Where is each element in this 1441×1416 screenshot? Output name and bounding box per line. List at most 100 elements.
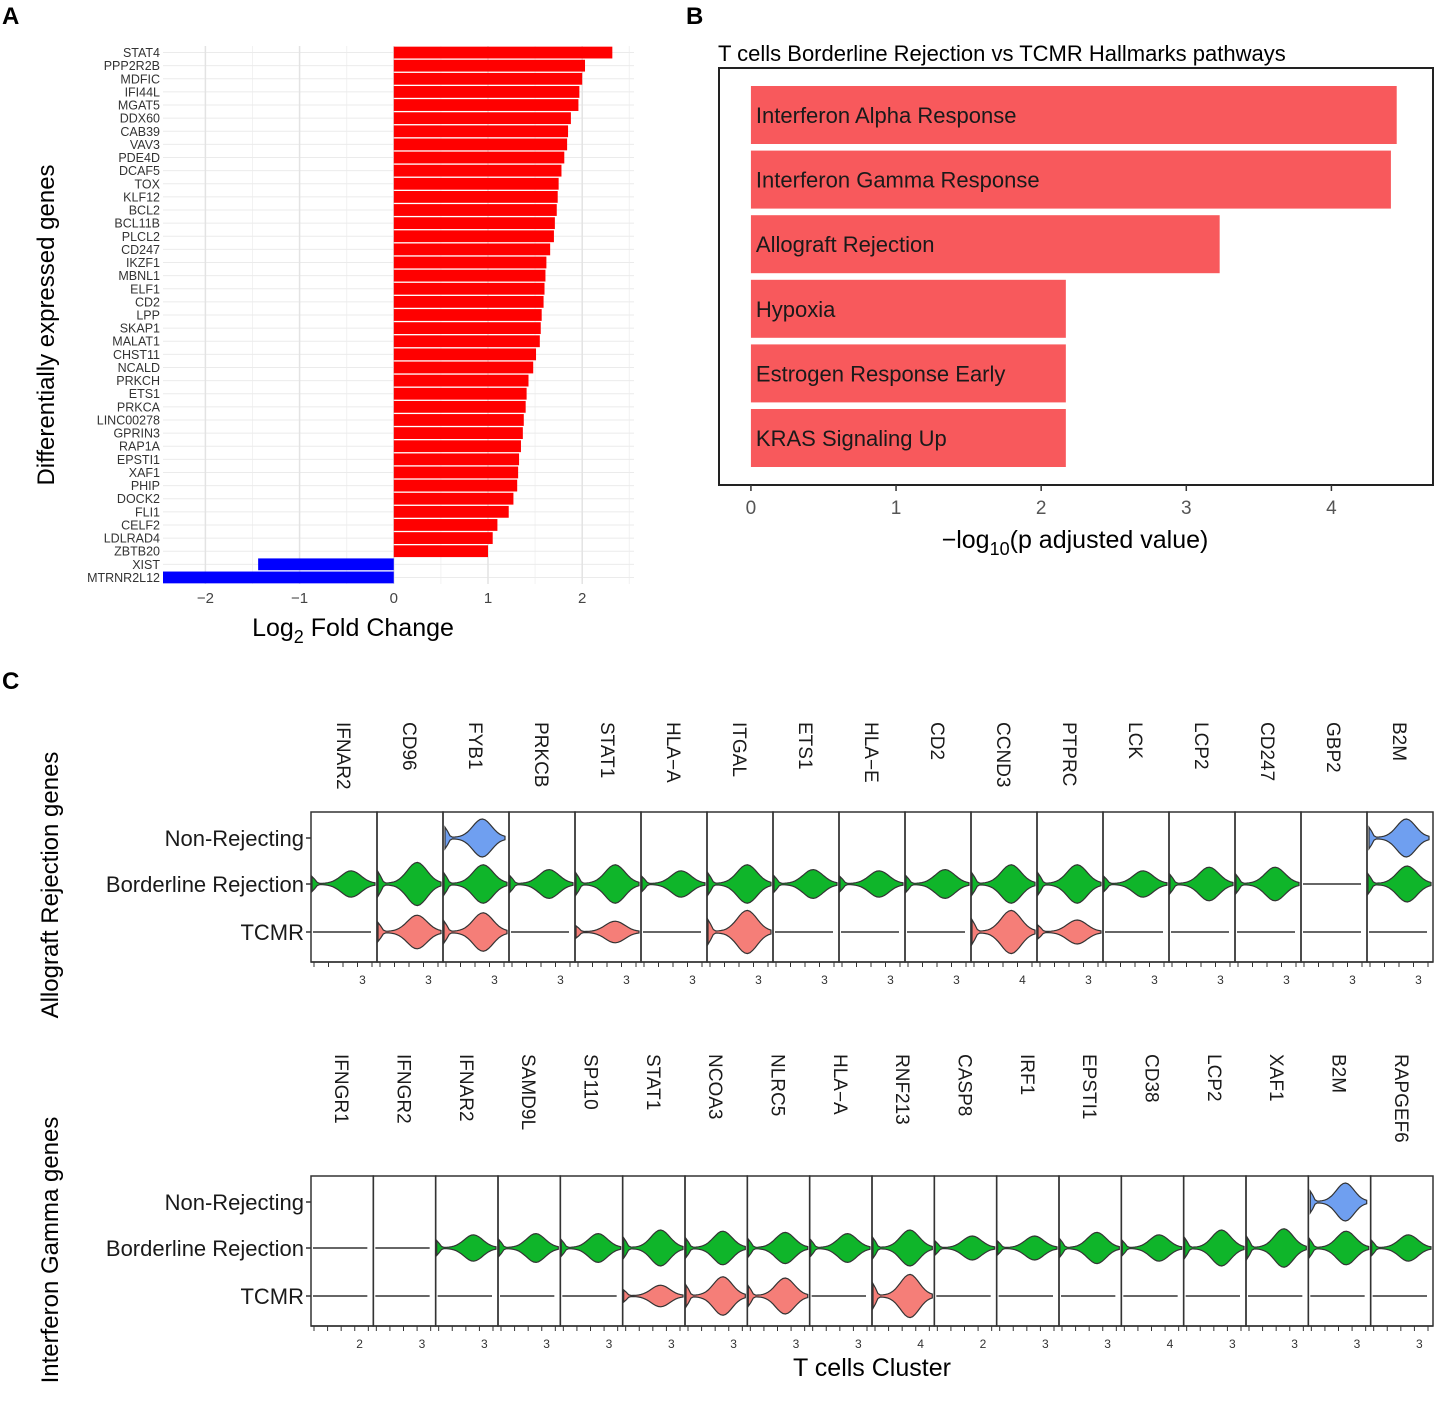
panel-a-bar bbox=[393, 282, 545, 295]
panel-c-gene-label: CASP8 bbox=[954, 1054, 975, 1116]
panel-a-bar bbox=[393, 164, 562, 177]
panel-a-bar bbox=[393, 59, 586, 72]
panel-a-gene-label: NCALD bbox=[118, 361, 160, 375]
panel-a-bar bbox=[393, 125, 569, 138]
panel-c-gene-label: EPSTI1 bbox=[1078, 1054, 1099, 1119]
panel-c-gene-label: PTPRC bbox=[1058, 722, 1079, 786]
panel-c-axis-max-label: 3 bbox=[623, 973, 630, 987]
panel-c-gene-label: HLA−A bbox=[829, 1054, 850, 1115]
panel-a-gene-label: CD2 bbox=[135, 295, 160, 309]
panel-a-bar bbox=[393, 519, 498, 531]
panel-a-bar bbox=[393, 177, 559, 190]
panel-c-violin-borderline bbox=[773, 868, 838, 900]
panel-a-gene-label: PLCL2 bbox=[122, 230, 160, 244]
panel-a-gene-label: MBNL1 bbox=[118, 269, 160, 283]
panel-c-violin-tcmr bbox=[623, 1284, 684, 1308]
panel-a-gene-label: FLI1 bbox=[135, 505, 160, 519]
panel-c-axis-max-label: 3 bbox=[1354, 1337, 1361, 1351]
panel-c-axis-max-label: 4 bbox=[1019, 973, 1026, 987]
panel-a-bar bbox=[393, 243, 551, 256]
panel-c-axis-max-label: 3 bbox=[1229, 1337, 1236, 1351]
panel-c-violin-borderline bbox=[1235, 866, 1300, 902]
panel-b-bar bbox=[750, 344, 1066, 403]
panel-c-violin-borderline bbox=[685, 1230, 746, 1266]
panel-c-violin-nonrejecting bbox=[1368, 818, 1430, 858]
panel-a-xtick-label: −1 bbox=[291, 590, 308, 607]
panel-a-gene-label: ETS1 bbox=[129, 387, 160, 401]
panel-c-violin-borderline bbox=[1059, 1231, 1120, 1265]
panel-a-gene-label: XAF1 bbox=[129, 466, 160, 480]
panel-b-xtick-label: 0 bbox=[746, 498, 757, 519]
panel-label-b: B bbox=[686, 3, 703, 30]
panel-c-axis-max-label: 2 bbox=[980, 1337, 987, 1351]
panel-a-gene-label: MALAT1 bbox=[112, 335, 160, 349]
panel-a-bar bbox=[393, 256, 547, 269]
panel-a-xtick-label: 0 bbox=[390, 590, 398, 607]
panel-c-gene-label: CD96 bbox=[398, 722, 419, 771]
panel-c-axis-max-label: 3 bbox=[689, 973, 696, 987]
panel-c-violin-borderline bbox=[1037, 864, 1102, 904]
panel-a-bar bbox=[393, 440, 521, 453]
panel-c-axis-max-label: 4 bbox=[1167, 1337, 1174, 1351]
panel-a-gene-label: VAV3 bbox=[130, 138, 160, 152]
panel-a-bar bbox=[393, 335, 540, 348]
panel-a-gene-label: XIST bbox=[132, 558, 160, 572]
panel-c-violin-borderline bbox=[641, 870, 706, 898]
panel-c-violin-borderline bbox=[1308, 1230, 1370, 1266]
panel-a-gene-label: CELF2 bbox=[121, 518, 160, 532]
panel-b-xlabel: −log10(p adjusted value) bbox=[942, 526, 1209, 559]
panel-c-gene-label: IFNAR2 bbox=[332, 722, 353, 790]
panel-c-facet-frame bbox=[372, 1175, 437, 1327]
panel-a-gene-label: GPRIN3 bbox=[113, 427, 160, 441]
panel-a-bar bbox=[393, 217, 555, 230]
panel-c-violin-nonrejecting bbox=[444, 818, 506, 858]
panel-c-violin-borderline bbox=[560, 1232, 622, 1264]
panel-c-axis-max-label: 3 bbox=[1415, 973, 1422, 987]
panel-c-gene-label: SAMD9L bbox=[517, 1054, 538, 1130]
panel-a-xlabel-main: Log bbox=[252, 614, 294, 642]
panel-c-violin-borderline bbox=[747, 1231, 809, 1265]
panel-a-bar bbox=[393, 190, 558, 203]
panel-c-axis-max-label: 3 bbox=[606, 1337, 613, 1351]
panel-c-violin-borderline bbox=[810, 1232, 871, 1264]
panel-c-gene-label: HLA−A bbox=[662, 722, 683, 783]
panel-a-gene-label: PHIP bbox=[131, 479, 160, 493]
panel-c-violin-borderline bbox=[839, 870, 904, 898]
panel-c-violin-tcmr bbox=[575, 920, 640, 944]
panel-c-axis-max-label: 3 bbox=[1151, 973, 1158, 987]
panel-c-violin-tcmr bbox=[707, 909, 772, 955]
panel-a-bar bbox=[393, 400, 526, 413]
panel-c-axis-max-label: 3 bbox=[1217, 973, 1224, 987]
panel-b-xtick-label: 3 bbox=[1181, 498, 1192, 519]
panel-b-xlabel-rest: (p adjusted value) bbox=[1010, 526, 1209, 554]
panel-a-bar bbox=[163, 571, 394, 584]
panel-c-gene-label: ITGAL bbox=[728, 722, 749, 777]
panel-c-group-label: Borderline Rejection bbox=[106, 1236, 304, 1261]
panel-a-bar bbox=[393, 269, 546, 282]
panel-a-xtick-label: 1 bbox=[484, 590, 492, 607]
panel-b-bar bbox=[750, 86, 1397, 144]
panel-a-gene-label: ZBTB20 bbox=[114, 545, 160, 559]
panel-b-xtick-label: 1 bbox=[891, 498, 902, 519]
panel-a-gene-label: STAT4 bbox=[123, 46, 160, 60]
panel-a-xlabel: Log2 Fold Change bbox=[252, 614, 454, 647]
panel-c-gene-label: B2M bbox=[1328, 1054, 1349, 1093]
panel-a-bar bbox=[393, 374, 529, 387]
panel-c-violin-borderline bbox=[377, 861, 442, 907]
panel-c-violin-borderline bbox=[311, 870, 376, 898]
panel-c-violin-nonrejecting bbox=[1309, 1182, 1368, 1222]
panel-c-axis-max-label: 3 bbox=[481, 1337, 488, 1351]
panel-label-a: A bbox=[2, 3, 19, 30]
panel-a-gene-label: ELF1 bbox=[130, 282, 160, 296]
panel-c-violin-borderline bbox=[872, 1229, 933, 1267]
panel-a-bar bbox=[393, 151, 565, 164]
panel-a-xtick-label: −2 bbox=[197, 590, 214, 607]
panel-c-gene-label: IFNAR2 bbox=[455, 1054, 476, 1122]
panel-a-gene-label: EPSTI1 bbox=[117, 453, 160, 467]
panel-b-bar-label: Interferon Alpha Response bbox=[756, 103, 1017, 128]
panel-a-bar bbox=[393, 453, 520, 466]
panel-b-xtick-label: 4 bbox=[1326, 498, 1337, 519]
panel-c-gene-label: RAPGEF6 bbox=[1390, 1054, 1411, 1143]
panel-c-axis-max-label: 3 bbox=[1283, 973, 1290, 987]
